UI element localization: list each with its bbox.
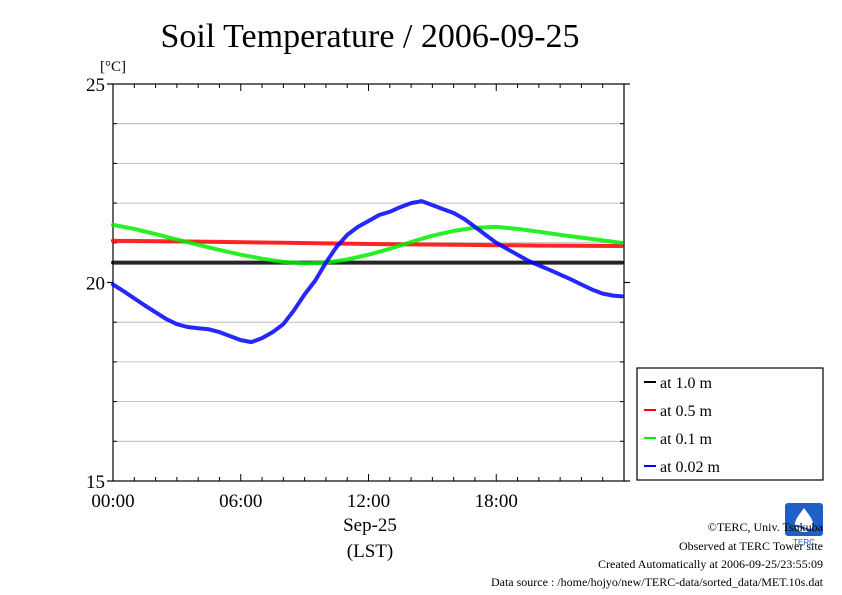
y-tick-label: 15	[86, 472, 105, 493]
series-line	[111, 222, 624, 266]
footer-copyright: ©TERC, Univ. Tsukuba	[708, 520, 824, 534]
legend-label: at 0.02 m	[660, 459, 721, 476]
footer-observed: Observed at TERC Tower site	[679, 539, 823, 553]
series-line	[111, 238, 624, 248]
footer-created: Created Automatically at 2006-09-25/23:5…	[598, 557, 823, 571]
x-tick-label: 06:00	[219, 491, 262, 512]
legend-label: at 0.5 m	[660, 403, 713, 420]
x-axis-unit-label: (LST)	[347, 541, 393, 562]
legend-label: at 0.1 m	[660, 431, 713, 448]
chart-title: Soil Temperature / 2006-09-25	[160, 18, 579, 55]
series-line	[111, 199, 624, 345]
axis-ticks: 15 20 25 00:00 06:00 12:00 18:00	[86, 75, 630, 512]
x-tick-label: 00:00	[91, 491, 134, 512]
footer-source: Data source : /home/hojyo/new/TERC-data/…	[491, 575, 824, 589]
legend-box	[636, 367, 824, 481]
legend: at 1.0 m at 0.5 m at 0.1 m at 0.02 m	[636, 367, 824, 481]
x-tick-label: 12:00	[347, 491, 390, 512]
y-tick-label: 20	[86, 274, 105, 295]
terc-logo: TERC	[785, 503, 823, 547]
logo-text: TERC	[793, 538, 815, 547]
y-tick-label: 25	[86, 75, 105, 96]
grid-lines	[113, 123, 624, 442]
wave-icon	[788, 525, 820, 531]
y-axis-label: [°C]	[100, 59, 126, 75]
x-axis-date-label: Sep-25	[343, 515, 397, 536]
plot-frame	[112, 83, 625, 482]
legend-label: at 1.0 m	[660, 375, 713, 392]
x-tick-label: 18:00	[475, 491, 518, 512]
footer: ©TERC, Univ. Tsukuba Observed at TERC To…	[491, 520, 824, 589]
series-lines	[111, 199, 624, 345]
